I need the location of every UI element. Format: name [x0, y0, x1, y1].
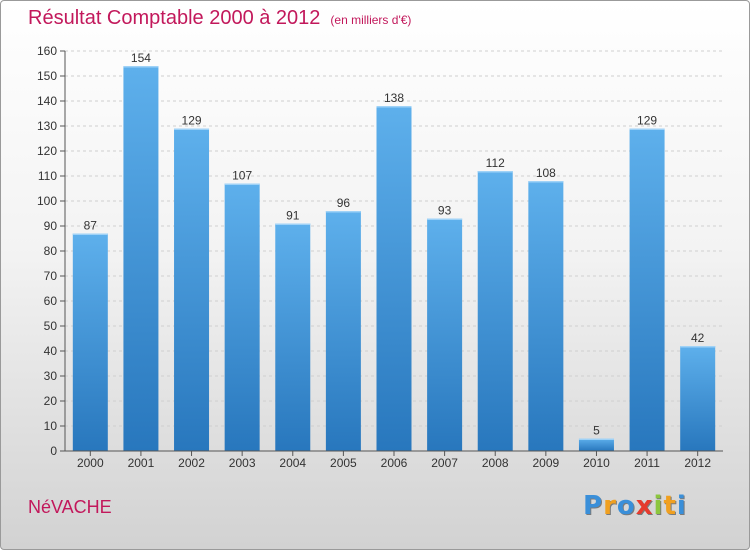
- bar-2010: [578, 438, 614, 451]
- bar-2005: [325, 211, 361, 451]
- bar-highlight: [427, 218, 463, 220]
- bar-value-label: 91: [286, 209, 300, 223]
- bar-value-label: 107: [232, 169, 252, 183]
- bar-highlight: [72, 233, 108, 235]
- logo-letter: P: [583, 491, 604, 521]
- bar-2009: [528, 181, 564, 451]
- logo-letter: x: [635, 491, 654, 521]
- bar-highlight: [325, 211, 361, 213]
- logo-letter: i: [653, 491, 664, 521]
- y-tick-label: 120: [37, 144, 57, 158]
- bar-highlight: [578, 438, 614, 440]
- bar-2012: [680, 346, 716, 451]
- x-axis: 2000 2001 2002 2003 2004 2005 2006 2007 2008 2009…: [65, 450, 723, 470]
- y-tick-label: 60: [44, 294, 58, 308]
- bar-highlight: [629, 128, 665, 130]
- chart-title-text: Résultat Comptable 2000 à 2012: [28, 7, 321, 29]
- bar-highlight: [224, 183, 260, 185]
- y-tick-label: 100: [37, 194, 57, 208]
- bar-2004: [275, 223, 311, 451]
- x-tick-label: 2011: [634, 456, 660, 470]
- bar-2011: [629, 128, 665, 451]
- x-tick-label: 2006: [381, 456, 408, 470]
- bar-value-label: 93: [438, 204, 452, 218]
- bar-highlight: [174, 128, 210, 130]
- y-tick-label: 20: [44, 394, 58, 408]
- bar-value-label: 96: [337, 196, 351, 210]
- bar-2002: [174, 128, 210, 451]
- x-tick-label: 2003: [229, 456, 256, 470]
- bar-highlight: [528, 181, 564, 183]
- bar-2008: [477, 171, 513, 451]
- x-tick-label: 2000: [77, 456, 104, 470]
- x-tick-label: 2004: [279, 456, 306, 470]
- y-tick-label: 160: [37, 44, 57, 58]
- bar-value-label: 154: [131, 51, 151, 65]
- x-tick-label: 2008: [482, 456, 509, 470]
- bar-value-label: 129: [637, 114, 657, 128]
- bar-highlight: [680, 346, 716, 348]
- y-tick-label: 40: [44, 344, 58, 358]
- y-tick-label: 140: [37, 94, 57, 108]
- x-tick-label: 2012: [684, 456, 711, 470]
- y-tick-label: 110: [38, 169, 57, 183]
- y-axis: 0 10 20 30 40 50 60 70 80 90 100 110 120 130 140 150 160: [37, 44, 66, 458]
- y-tick-label: 0: [50, 444, 57, 458]
- bar-2007: [427, 218, 463, 451]
- bar-value-label: 5: [593, 424, 600, 438]
- logo-letter: t: [663, 491, 677, 521]
- chart-title: Résultat Comptable 2000 à 2012 (en millie…: [28, 7, 411, 30]
- x-tick-label: 2005: [330, 456, 357, 470]
- bar-2006: [376, 106, 412, 451]
- y-tick-label: 80: [44, 244, 58, 258]
- bar-highlight: [123, 66, 159, 68]
- commune-name: NéVACHE: [28, 497, 112, 517]
- proxiti-logo: Proxiti: [583, 491, 687, 521]
- y-tick-label: 10: [44, 419, 58, 433]
- bar-value-label: 112: [486, 156, 505, 170]
- logo-letter: r: [603, 491, 617, 521]
- bar-highlight: [477, 171, 513, 173]
- bar-highlight: [275, 223, 311, 225]
- bar-2000: [72, 233, 108, 451]
- bar-value-label: 42: [691, 331, 705, 345]
- x-tick-label: 2010: [583, 456, 610, 470]
- y-tick-label: 90: [44, 219, 58, 233]
- bar-value-label: 87: [84, 219, 98, 233]
- bar-value-label: 129: [182, 114, 202, 128]
- y-tick-label: 30: [44, 369, 58, 383]
- bar-2003: [224, 183, 260, 451]
- bar-highlight: [376, 106, 412, 108]
- logo-letter: o: [616, 491, 636, 521]
- bar-value-label: 138: [384, 91, 404, 105]
- x-tick-label: 2007: [431, 456, 458, 470]
- bar-2001: [123, 66, 159, 451]
- y-tick-label: 70: [44, 269, 58, 283]
- chart-subtitle: (en milliers d'€): [330, 13, 412, 27]
- x-tick-label: 2001: [128, 456, 155, 470]
- x-tick-label: 2002: [178, 456, 205, 470]
- bars: 87 154 129 107 91 96 138 93 112 108 5 129 42: [72, 51, 716, 451]
- y-tick-label: 150: [37, 69, 57, 83]
- y-tick-label: 130: [37, 119, 57, 133]
- logo-letter: i: [676, 491, 687, 521]
- y-tick-label: 50: [44, 319, 58, 333]
- x-tick-label: 2009: [532, 456, 559, 470]
- bar-value-label: 108: [536, 166, 556, 180]
